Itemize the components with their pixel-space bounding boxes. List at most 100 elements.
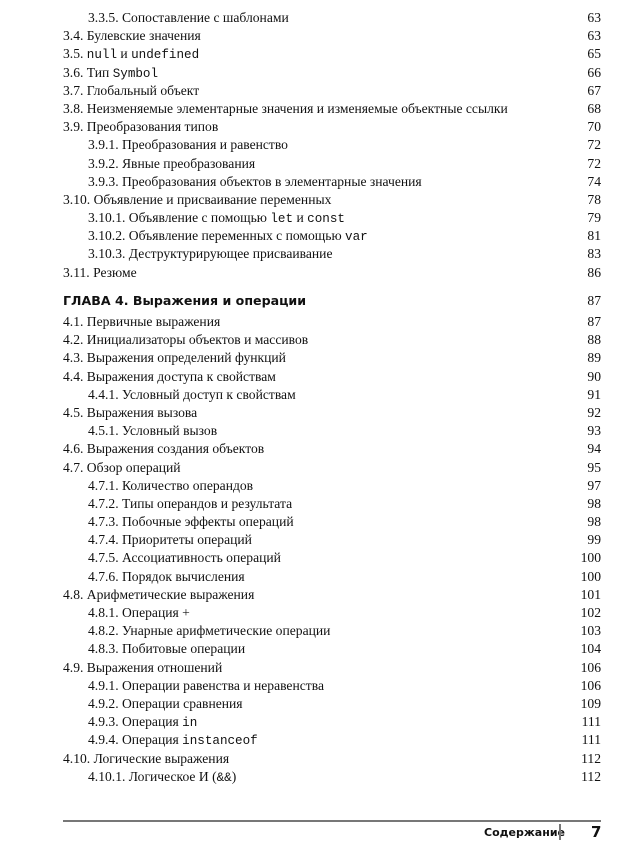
toc-entry-title: 4.4. Выражения доступа к свойствам [63,368,276,386]
chapter-heading[interactable]: ГЛАВА 4. Выражения и операции 87 [63,291,601,311]
toc-entry[interactable]: 4.2. Инициализаторы объектов и массивов 8… [63,331,601,349]
toc-entry-page: 103 [580,623,601,639]
toc-entry[interactable]: 3.3.5. Сопоставление с шаблонами 63 [63,9,601,27]
toc-entry[interactable]: 4.9.3. Операция in 111 [63,713,601,731]
toc-entry[interactable]: 4.7.6. Порядок вычисления 100 [63,568,601,586]
entry-text: 4.7.4. Приоритеты операций [88,532,252,548]
toc-entry[interactable]: 4.10.1. Логическое И (&&) 112 [63,768,601,786]
toc-entry-page: 94 [587,441,601,457]
toc-entry[interactable]: 3.11. Резюме 86 [63,264,601,282]
toc-entry-page: 111 [581,714,601,730]
toc-entry[interactable]: 3.10.3. Деструктурирующее присваивание 83 [63,245,601,263]
toc-entry-page: 112 [581,750,601,766]
toc-entry[interactable]: 4.5. Выражения вызова 92 [63,404,601,422]
toc-entry[interactable]: 4.7.2. Типы операндов и результата 98 [63,495,601,513]
toc-entry-page: 104 [580,641,601,657]
toc-entry[interactable]: 4.7.4. Приоритеты операций 99 [63,531,601,549]
entry-text: 4.9.4. Операция [88,732,183,748]
code-text: let [270,212,294,227]
toc-entry[interactable]: 4.4.1. Условный доступ к свойствам 91 [63,386,601,404]
toc-entry-title: 4.8.1. Операция + [63,604,190,622]
toc-entry-page: 89 [587,350,601,366]
toc-entry-page: 93 [587,423,601,439]
toc-entry[interactable]: 4.7. Обзор операций 95 [63,459,601,477]
toc-entry-page: 79 [587,210,601,226]
entry-text: 4.4.1. Условный доступ к свойствам [88,386,296,402]
toc-entry[interactable]: 3.8. Неизменяемые элементарные значения … [63,100,601,118]
entry-text: 4.4. Выражения доступа к свойствам [63,368,276,384]
entry-text: 4.2. Инициализаторы объектов и массивов [63,332,309,348]
toc-entry-title: 4.10. Логические выражения [63,750,229,768]
entry-text: 4.7.1. Количество операндов [88,477,254,493]
code-text: && [216,770,232,785]
toc-entry[interactable]: 3.5. null и undefined 65 [63,45,601,63]
footer-section-title: Содержание [484,826,565,839]
toc-entry-title: 3.9.1. Преобразования и равенство [63,136,288,154]
footer-rule [63,820,601,822]
toc-entry[interactable]: 4.8.3. Побитовые операции 104 [63,640,601,658]
toc-entry-title: 4.4.1. Условный доступ к свойствам [63,386,296,404]
toc-entry-page: 102 [580,605,601,620]
toc-entry[interactable]: 4.9.4. Операция instanceof 111 [63,731,601,749]
toc-entry-title: 3.4. Булевские значения [63,27,201,45]
toc-entry[interactable]: 3.9.3. Преобразования объектов в элемент… [63,173,601,191]
entry-text: 3.10. Объявление и присваивание переменн… [63,191,332,207]
toc-entry[interactable]: 4.10. Логические выражения 112 [63,750,601,768]
toc-entry[interactable]: 3.9.2. Явные преобразования 72 [63,155,601,173]
chapter-page: 87 [587,293,601,308]
toc-entry[interactable]: 4.3. Выражения определений функций 89 [63,349,601,367]
toc-entry-page: 78 [587,191,601,207]
toc-entry[interactable]: 4.8. Арифметические выражения 101 [63,586,601,604]
toc-entry[interactable]: 4.9.1. Операции равенства и неравенства 1… [63,677,601,695]
toc-entry-title: 3.9.3. Преобразования объектов в элемент… [63,173,422,191]
toc-entry[interactable]: 3.9.1. Преобразования и равенство 72 [63,136,601,154]
toc-entry[interactable]: 4.6. Выражения создания объектов 94 [63,440,601,458]
code-text: in [182,716,198,731]
entry-text: 4.7.2. Типы операндов и результата [88,495,293,511]
toc-entry-title: 4.7.2. Типы операндов и результата [63,495,292,513]
toc-entry-title: 4.9.3. Операция in [63,713,197,731]
toc-entry-page: 72 [587,155,601,171]
entry-text: и [293,210,308,226]
toc-entry[interactable]: 3.10.1. Объявление с помощью let и const… [63,209,601,227]
toc-entry-title: 3.10. Объявление и присваивание переменн… [63,191,331,209]
toc-entry[interactable]: 4.8.2. Унарные арифметические операции 10… [63,622,601,640]
entry-text: 3.4. Булевские значения [63,28,201,44]
toc-entry[interactable]: 4.5.1. Условный вызов 93 [63,422,601,440]
entry-text: 4.9.3. Операция [88,714,183,730]
toc-entry[interactable]: 3.4. Булевские значения 63 [63,27,601,45]
toc-entry-title: 3.3.5. Сопоставление с шаблонами [63,9,289,27]
toc-entry-title: 4.5.1. Условный вызов [63,422,217,440]
toc-entry-title: 3.6. Тип Symbol [63,64,158,82]
toc-entry-title: 3.5. null и undefined [63,45,199,63]
toc-entry[interactable]: 3.6. Тип Symbol 66 [63,64,601,82]
toc-entry-page: 81 [587,228,601,244]
toc-entry[interactable]: 4.7.1. Количество операндов 97 [63,477,601,495]
toc-entry-page: 111 [581,732,601,748]
toc-entry[interactable]: 3.10. Объявление и присваивание переменн… [63,191,601,209]
entry-text: 3.9.3. Преобразования объектов в элемент… [88,173,422,189]
toc-entry[interactable]: 3.7. Глобальный объект 67 [63,82,601,100]
entry-text: 4.8. Арифметические выражения [63,586,255,602]
toc-entry-title: 3.7. Глобальный объект [63,82,199,100]
toc-entry[interactable]: 4.7.5. Ассоциативность операций 100 [63,549,601,567]
toc-entry[interactable]: 4.1. Первичные выражения 87 [63,313,601,331]
toc-entry-title: 4.7. Обзор операций [63,459,181,477]
toc-entry[interactable]: 4.9. Выражения отношений 106 [63,659,601,677]
toc-entry-title: 4.1. Первичные выражения [63,313,220,331]
toc-entry[interactable]: 4.4. Выражения доступа к свойствам 90 [63,368,601,386]
entry-text: 3.8. Неизменяемые элементарные значения … [63,100,508,116]
toc-entry-title: 4.10.1. Логическое И (&&) [63,768,236,786]
toc-entry[interactable]: 3.9. Преобразования типов 70 [63,118,601,136]
toc-entry[interactable]: 4.8.1. Операция + 102 [63,604,601,622]
toc-entry-title: 4.3. Выражения определений функций [63,349,286,367]
toc-entry-page: 100 [580,550,601,566]
code-text: var [345,230,368,245]
toc-entry[interactable]: 3.10.2. Объявление переменных с помощью … [63,227,601,245]
toc-list-chapter-4: 4.1. Первичные выражения 87 4.2. Инициализ… [63,313,601,786]
toc-entry-page: 68 [587,100,601,116]
toc-entry[interactable]: 4.9.2. Операции сравнения 109 [63,695,601,713]
toc-entry-page: 63 [587,28,601,44]
toc-entry[interactable]: 4.7.3. Побочные эффекты операций 98 [63,513,601,531]
entry-text: 3.10.2. Объявление переменных с помощью [88,228,346,244]
